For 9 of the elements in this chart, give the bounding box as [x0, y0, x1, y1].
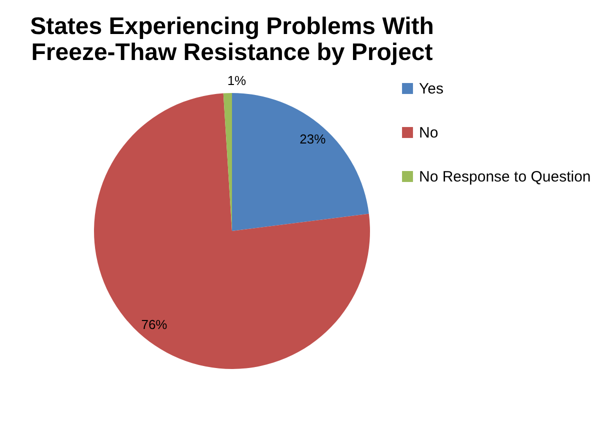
- data-label: 23%: [300, 131, 326, 146]
- legend-label: Yes: [419, 80, 444, 98]
- legend-label: No Response to Question: [419, 168, 591, 186]
- data-label: 76%: [141, 317, 168, 332]
- pie-slice: [94, 93, 370, 369]
- legend-label: No: [419, 124, 438, 142]
- pie-slice: [232, 93, 369, 231]
- data-label: 1%: [227, 73, 247, 88]
- chart-title: States Experiencing Problems With Freeze-Thaw Resistance by Project: [30, 13, 434, 66]
